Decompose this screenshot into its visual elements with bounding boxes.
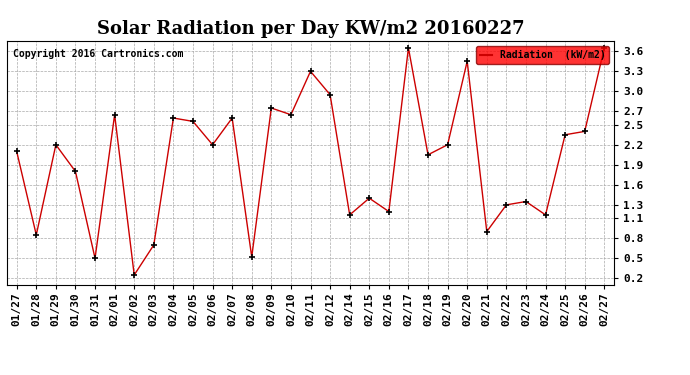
Legend: Radiation  (kW/m2): Radiation (kW/m2): [476, 46, 609, 64]
Title: Solar Radiation per Day KW/m2 20160227: Solar Radiation per Day KW/m2 20160227: [97, 20, 524, 38]
Text: Copyright 2016 Cartronics.com: Copyright 2016 Cartronics.com: [13, 49, 184, 58]
